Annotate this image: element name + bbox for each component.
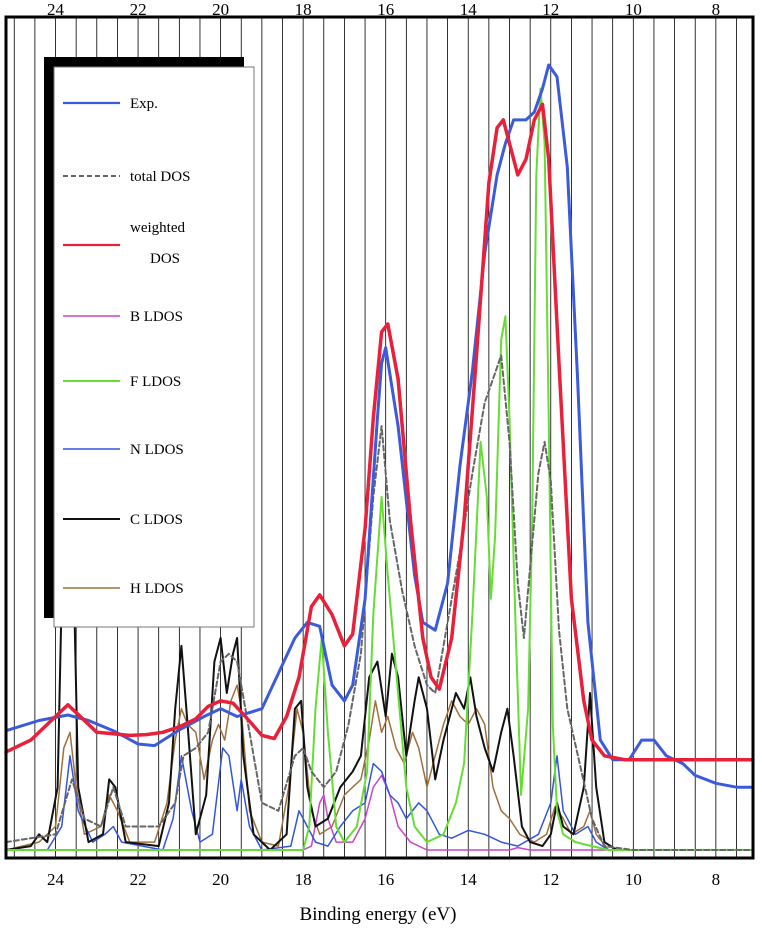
- x-tick-label-top: 14: [460, 0, 478, 19]
- x-tick-label-bottom: 22: [130, 870, 147, 889]
- x-axis-title: Binding energy (eV): [300, 904, 457, 925]
- legend: Exp. total DOS weighted DOS B LDOS F LDOS N LD…: [44, 57, 255, 628]
- legend-label: C LDOS: [130, 512, 183, 528]
- x-tick-label-bottom: 16: [377, 870, 394, 889]
- x-tick-label-top: 10: [625, 0, 642, 19]
- series-line-total-dos: [5, 354, 754, 851]
- legend-label: H LDOS: [130, 581, 184, 597]
- x-tick-label-bottom: 20: [212, 870, 229, 889]
- legend-label-dos: DOS: [150, 251, 180, 267]
- series-line-b-ldos: [5, 774, 754, 851]
- legend-box: [53, 66, 255, 628]
- series-line-weighted-dos: [4, 102, 755, 762]
- series-line-h-ldos: [5, 684, 754, 851]
- x-tick-label-bottom: 18: [295, 870, 312, 889]
- x-tick-label-top: 24: [47, 0, 65, 19]
- legend-label: F LDOS: [130, 374, 181, 390]
- legend-label: total DOS: [130, 169, 190, 185]
- series-line-c-ldos: [5, 362, 754, 851]
- series-line-n-ldos: [5, 747, 754, 851]
- series-layer: [4, 63, 755, 851]
- x-tick-label-top: 8: [712, 0, 721, 19]
- axis-ticks: 24 22 20 18 16 14 12 10 8 24 22 20 18 16 14 12 10 8: [47, 0, 720, 889]
- x-tick-label-bottom: 12: [542, 870, 559, 889]
- x-tick-label-top: 22: [130, 0, 147, 19]
- x-tick-label-bottom: 14: [460, 870, 478, 889]
- x-tick-label-bottom: 10: [625, 870, 642, 889]
- x-tick-label-bottom: 24: [47, 870, 65, 889]
- legend-label: B LDOS: [130, 309, 183, 325]
- x-tick-label-bottom: 8: [712, 870, 721, 889]
- legend-label: Exp.: [130, 96, 158, 112]
- x-tick-label-top: 20: [212, 0, 229, 19]
- legend-label-weighted: weighted: [130, 220, 185, 236]
- plot-frame: [4, 15, 755, 860]
- series-line-f-ldos: [5, 87, 754, 851]
- legend-label: N LDOS: [130, 442, 184, 458]
- x-tick-label-top: 18: [295, 0, 312, 19]
- x-tick-label-top: 12: [542, 0, 559, 19]
- x-tick-label-top: 16: [377, 0, 394, 19]
